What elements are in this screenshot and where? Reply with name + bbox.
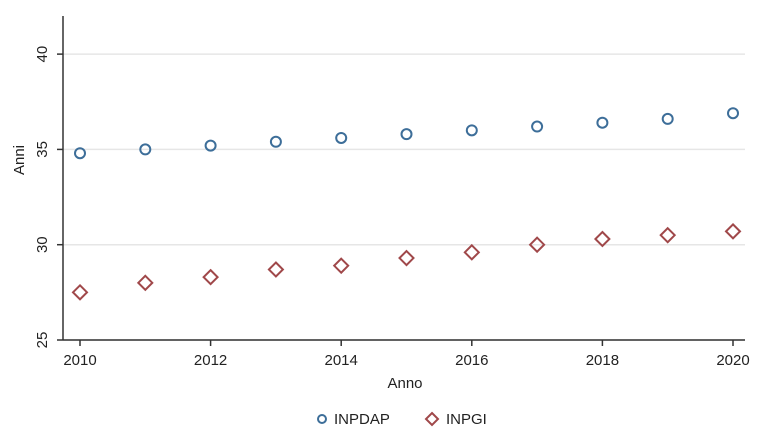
point-inpdap-2017 bbox=[531, 120, 544, 133]
data-points bbox=[71, 107, 742, 301]
point-inpdap-2011 bbox=[139, 143, 152, 156]
x-axis-title: Anno bbox=[387, 375, 422, 392]
legend: INPDAP INPGI bbox=[317, 411, 487, 428]
point-inpgi-2015 bbox=[398, 249, 415, 267]
point-inpdap-2015 bbox=[400, 128, 413, 141]
point-inpdap-2016 bbox=[465, 124, 478, 137]
point-inpgi-2017 bbox=[528, 236, 546, 254]
point-inpgi-2016 bbox=[463, 243, 481, 261]
point-inpdap-2018 bbox=[596, 116, 609, 129]
legend-marker-inpgi bbox=[424, 411, 440, 427]
point-inpgi-2019 bbox=[659, 226, 677, 244]
y-tick-label-25: 25 bbox=[34, 332, 51, 349]
legend-item-inpgi: INPGI bbox=[424, 411, 487, 428]
point-inpdap-2014 bbox=[335, 131, 348, 144]
x-tick-label-2010: 2010 bbox=[63, 352, 96, 369]
legend-marker-inpdap bbox=[317, 414, 327, 424]
legend-label-inpgi: INPGI bbox=[446, 411, 487, 428]
x-tick-label-2014: 2014 bbox=[325, 352, 358, 369]
legend-item-inpdap: INPDAP bbox=[317, 411, 390, 428]
y-tick-label-30: 30 bbox=[34, 236, 51, 253]
point-inpgi-2012 bbox=[202, 268, 220, 286]
grid-lines bbox=[63, 53, 745, 341]
point-inpdap-2010 bbox=[74, 147, 86, 160]
point-inpdap-2013 bbox=[269, 135, 282, 148]
x-tick-label-2012: 2012 bbox=[194, 352, 227, 369]
y-axis-title: Anni bbox=[11, 145, 28, 175]
point-inpdap-2019 bbox=[661, 112, 674, 125]
x-tick-label-2020: 2020 bbox=[716, 352, 749, 369]
point-inpgi-2013 bbox=[267, 261, 285, 278]
y-tick-label-40: 40 bbox=[34, 46, 51, 63]
point-inpgi-2014 bbox=[332, 257, 350, 275]
axes bbox=[62, 16, 745, 341]
point-inpgi-2020 bbox=[724, 222, 742, 240]
ticks: 25 30 35 40 2010 2012 2014 2016 2018 2020 bbox=[34, 46, 750, 369]
point-inpdap-2012 bbox=[204, 139, 217, 152]
point-inpgi-2018 bbox=[593, 230, 611, 248]
x-tick-label-2016: 2016 bbox=[455, 352, 488, 369]
legend-label-inpdap: INPDAP bbox=[334, 411, 390, 428]
point-inpdap-2020 bbox=[727, 107, 739, 120]
x-tick-label-2018: 2018 bbox=[586, 352, 619, 369]
y-tick-label-35: 35 bbox=[34, 141, 51, 158]
point-inpgi-2011 bbox=[136, 274, 154, 292]
point-inpgi-2010 bbox=[71, 283, 89, 301]
